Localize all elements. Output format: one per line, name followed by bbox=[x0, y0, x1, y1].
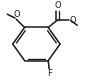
Text: O: O bbox=[13, 10, 20, 19]
Text: F: F bbox=[47, 70, 52, 78]
Text: O: O bbox=[70, 16, 77, 25]
Text: O: O bbox=[54, 1, 61, 10]
